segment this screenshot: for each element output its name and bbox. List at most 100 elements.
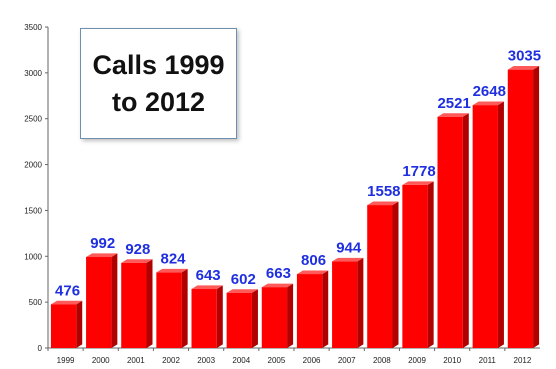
- bar-2009: [402, 181, 434, 348]
- bar-2007: [332, 257, 364, 348]
- bar-2008: [367, 201, 399, 348]
- bar-side: [427, 181, 434, 348]
- x-tick-label: 2009: [408, 356, 426, 365]
- bar-side: [287, 283, 294, 348]
- x-tick-label: 2005: [268, 356, 286, 365]
- bar-side: [146, 259, 153, 348]
- bar-top: [437, 113, 469, 117]
- bars: [50, 66, 540, 349]
- data-label: 1558: [367, 183, 400, 200]
- bar-front: [191, 289, 217, 348]
- x-tick-label: 2006: [303, 356, 321, 365]
- bar-side: [462, 113, 469, 348]
- bar-top: [472, 101, 504, 106]
- bar-front: [472, 105, 498, 349]
- x-tick-label: 1999: [57, 356, 75, 365]
- x-tick-label: 2002: [162, 356, 180, 365]
- y-tick-label: 1000: [24, 252, 42, 261]
- x-tick-label: 2010: [443, 356, 461, 365]
- bar-top: [86, 253, 118, 258]
- x-tick-label: 2008: [373, 356, 391, 365]
- bar-side: [111, 253, 118, 348]
- bar-front: [367, 205, 393, 348]
- bar-top: [402, 181, 434, 185]
- bar-side: [533, 66, 540, 348]
- bar-top: [367, 201, 399, 206]
- bar-side: [392, 201, 399, 348]
- bar-side: [357, 257, 364, 348]
- bar-top: [191, 285, 223, 290]
- bar-front: [437, 116, 463, 348]
- bar-2010: [437, 113, 469, 348]
- data-label: 806: [301, 252, 326, 269]
- bar-side: [251, 289, 258, 348]
- bar-front: [156, 272, 182, 348]
- bar-front: [507, 69, 534, 348]
- bar-2004: [226, 289, 258, 348]
- bar-front: [296, 274, 323, 348]
- bar-2012: [507, 66, 540, 348]
- data-label: 944: [336, 239, 362, 256]
- bar-2001: [121, 259, 153, 348]
- y-tick-label: 3000: [24, 69, 42, 78]
- bar-2006: [296, 270, 329, 348]
- bar-side: [76, 300, 83, 348]
- bar-front: [86, 257, 112, 348]
- title-box: Calls 1999 to 2012: [80, 28, 237, 139]
- bar-front: [121, 262, 147, 348]
- bar-2002: [156, 268, 188, 348]
- x-tick-label: 2004: [232, 356, 250, 365]
- bar-top: [507, 66, 540, 70]
- bar-top: [50, 300, 83, 305]
- bar-1999: [50, 300, 83, 348]
- y-tick-label: 1500: [24, 206, 42, 215]
- y-tick-label: 2000: [24, 161, 42, 170]
- bar-2000: [86, 253, 118, 348]
- data-label: 1778: [402, 163, 435, 180]
- data-label: 928: [125, 241, 150, 258]
- bar-top: [261, 283, 294, 288]
- data-label: 992: [90, 235, 115, 252]
- bar-front: [402, 184, 428, 348]
- bar-side: [181, 268, 188, 348]
- bar-top: [226, 289, 258, 293]
- bar-front: [261, 287, 288, 348]
- bar-top: [156, 268, 188, 273]
- bar-2011: [472, 101, 504, 349]
- bar-side: [216, 285, 223, 348]
- data-label: 3035: [508, 48, 541, 65]
- data-label: 824: [160, 250, 186, 267]
- y-tick-label: 2500: [24, 115, 42, 124]
- y-tick-label: 0: [38, 344, 43, 353]
- data-label: 643: [196, 267, 221, 284]
- data-label: 2648: [473, 83, 506, 100]
- bar-front: [226, 292, 252, 348]
- x-tick-label: 2011: [479, 356, 497, 365]
- x-tick-labels: 1999 2000 2001 2002 2003 2004 2005 2006 2007 2008…: [47, 348, 532, 365]
- x-tick-label: 2003: [197, 356, 215, 365]
- x-tick-label: 2001: [127, 356, 145, 365]
- bar-2003: [191, 285, 223, 348]
- data-label: 476: [55, 282, 80, 299]
- bar-front: [332, 261, 358, 348]
- bar-side: [497, 101, 504, 348]
- data-label: 663: [266, 265, 291, 282]
- y-tick-labels: 0 500 1000 1500 2000 2500 3000 3500: [24, 23, 48, 353]
- bar-top: [296, 270, 329, 275]
- bar-side: [322, 270, 329, 348]
- chart-title: Calls 1999 to 2012: [92, 49, 225, 117]
- bar-front: [50, 304, 77, 348]
- data-label: 602: [231, 271, 256, 288]
- y-tick-label: 500: [29, 298, 43, 307]
- bar-2005: [261, 283, 294, 348]
- bar-top: [332, 257, 364, 262]
- x-tick-label: 2007: [338, 356, 356, 365]
- bar-top: [121, 259, 153, 263]
- y-tick-label: 3500: [24, 23, 42, 32]
- x-tick-label: 2000: [92, 356, 110, 365]
- data-label: 2521: [437, 95, 470, 112]
- x-tick-label: 2012: [514, 356, 532, 365]
